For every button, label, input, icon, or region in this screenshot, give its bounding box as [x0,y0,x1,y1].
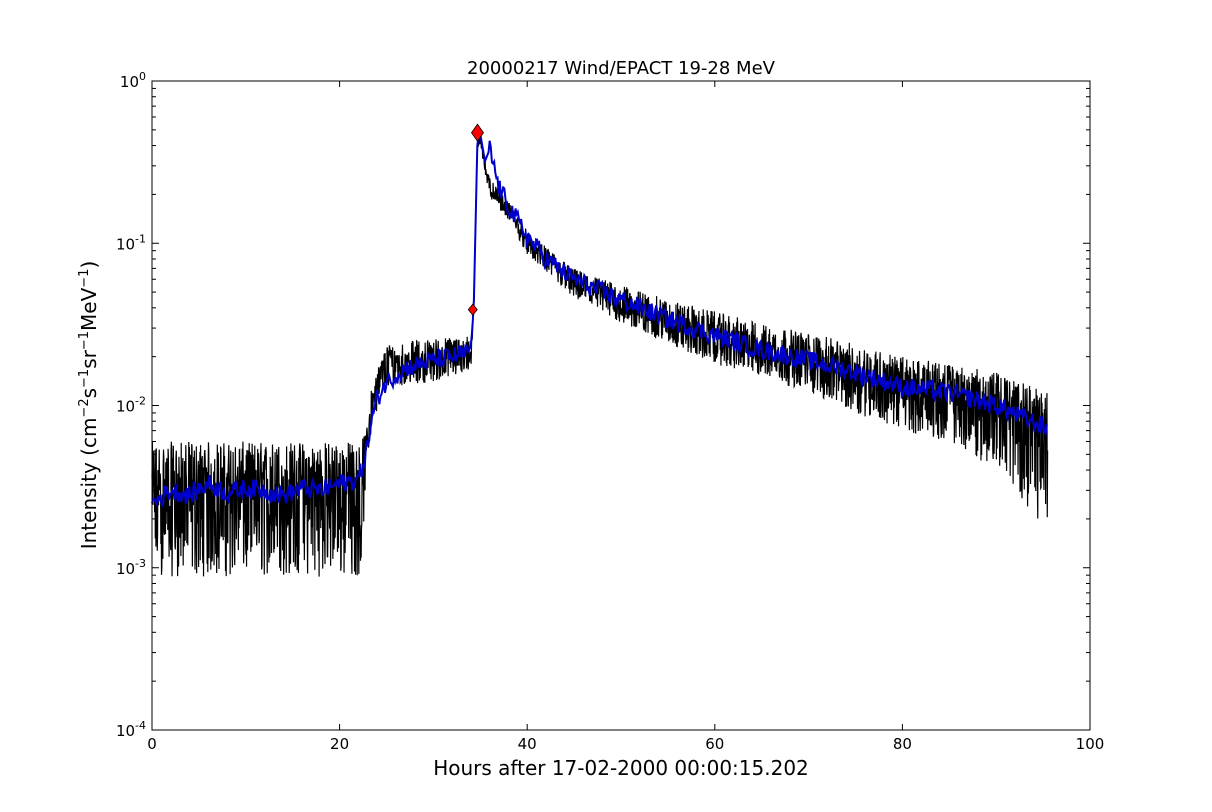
y-tick-label: 10-3 [116,557,146,578]
marker-onset [467,303,478,316]
x-axis-label: Hours after 17-02-2000 00:00:15.202 [433,756,809,780]
x-tick-label: 100 [1076,735,1105,753]
y-axis-label: Intensity (cm−2s−1sr−1MeV−1) [77,261,101,550]
x-tick-label: 60 [705,735,724,753]
x-axis-ticks: 0 20 40 60 80 100 [147,81,1104,753]
y-tick-label: 10-4 [116,719,146,740]
axes-frame [151,80,1091,731]
x-tick-label: 80 [893,735,912,753]
plot-area [151,123,1049,577]
raw-intensity-series [151,133,1049,577]
y-tick-label: 10-2 [116,395,146,416]
x-tick-label: 40 [518,735,537,753]
y-tick-label: 10-1 [116,232,146,253]
smoothed-intensity-series [151,133,1048,508]
x-tick-label: 20 [330,735,349,753]
y-axis-ticks: 10-4 10-3 10-2 10-1 100 [116,70,1090,740]
chart-title: 20000217 Wind/EPACT 19-28 MeV [467,58,776,79]
x-tick-label: 0 [147,735,157,753]
marker-peak [470,123,484,142]
y-tick-label: 100 [120,70,146,91]
